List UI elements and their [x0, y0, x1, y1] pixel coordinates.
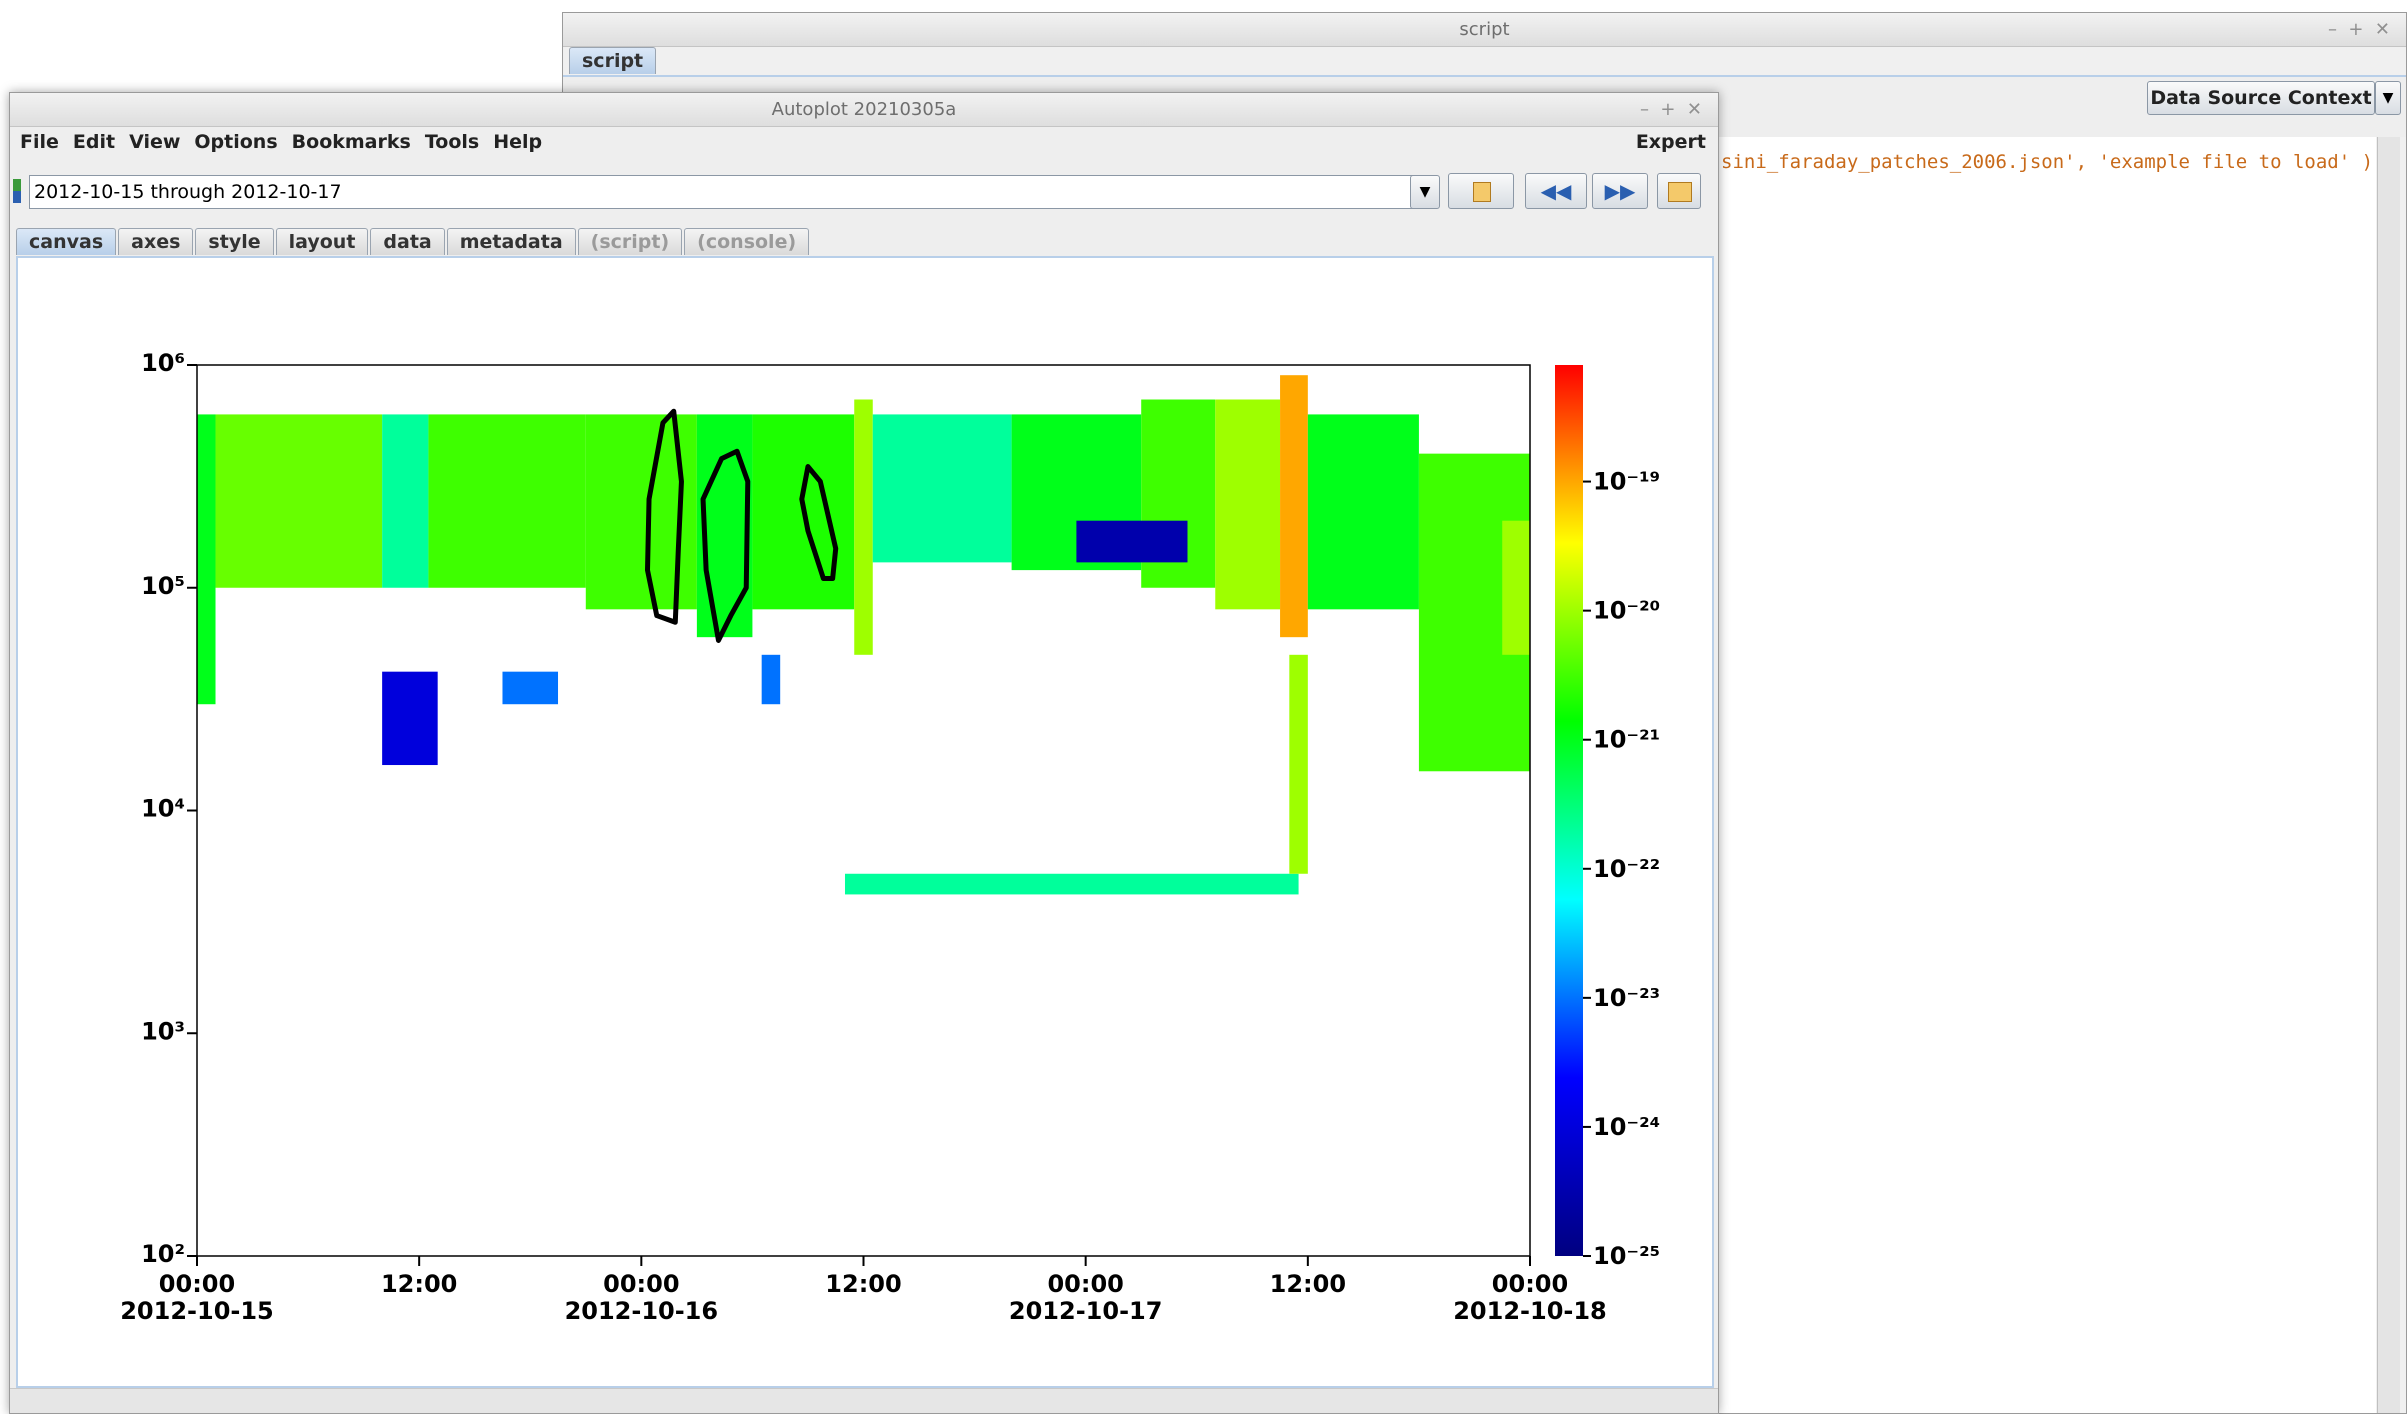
- spectrogram-cell: [872, 414, 1012, 563]
- contour: [645, 408, 684, 625]
- contour: [700, 448, 751, 643]
- x-tick-sublabel: 2012-10-18: [1453, 1297, 1607, 1325]
- menu-bar: File Edit View Options Bookmarks Tools Help Ex…: [10, 127, 1718, 157]
- spectrogram-cell: [1215, 399, 1281, 610]
- window-title: Autoplot 20210305a: [771, 99, 957, 120]
- status-bar: [10, 1388, 1718, 1413]
- tab[interactable]: (script): [577, 228, 683, 255]
- spectrogram-cell: [382, 671, 438, 766]
- window-title: script: [1459, 19, 1510, 40]
- x-tick-label: 00:00: [1047, 1270, 1123, 1298]
- window-buttons[interactable]: – + ✕: [1639, 99, 1702, 120]
- tab[interactable]: style: [195, 228, 274, 255]
- y-tick-label: 10²: [141, 1240, 185, 1268]
- x-tick-sublabel: 2012-10-15: [120, 1297, 274, 1325]
- dropdown-arrow[interactable]: ▼: [2375, 81, 2401, 115]
- spectrogram-cell: [1502, 520, 1530, 655]
- title-bar: script: [563, 13, 2406, 47]
- tab[interactable]: script: [569, 47, 657, 74]
- menu-item[interactable]: Tools: [424, 131, 480, 153]
- window-buttons[interactable]: – + ✕: [2327, 19, 2390, 40]
- tab[interactable]: metadata: [446, 228, 576, 255]
- tab[interactable]: (console): [684, 228, 810, 255]
- spectrogram-cell: [382, 414, 429, 588]
- x-tick-sublabel: 2012-10-16: [565, 1297, 719, 1325]
- context-button[interactable]: Data Source Context: [2147, 81, 2375, 115]
- spectrogram-cell: [1280, 375, 1308, 638]
- menu-item[interactable]: Edit: [72, 131, 116, 153]
- y-tick-label: 10⁵: [141, 572, 185, 600]
- next-button[interactable]: ▶▶: [1592, 173, 1648, 209]
- contour: [799, 464, 839, 582]
- spectrogram-cell: [197, 414, 216, 705]
- y-tick-label: 10⁴: [141, 795, 185, 823]
- prev-button[interactable]: ◀◀: [1525, 173, 1587, 209]
- tab[interactable]: data: [370, 228, 445, 255]
- spectrogram-cell: [844, 873, 1299, 895]
- x-tick-label: 00:00: [1492, 1270, 1568, 1298]
- spectrogram-cell: [1076, 520, 1188, 563]
- tab[interactable]: canvas: [16, 228, 117, 255]
- x-tick-label: 00:00: [603, 1270, 679, 1298]
- x-tick-label: 12:00: [381, 1270, 457, 1298]
- colorbar: [1555, 365, 1583, 1256]
- x-tick-label: 00:00: [159, 1270, 235, 1298]
- uri-dropdown[interactable]: ▼: [1410, 175, 1440, 209]
- x-tick-label: 12:00: [1270, 1270, 1346, 1298]
- colorbar-tick-label: 10⁻²⁰: [1593, 597, 1660, 625]
- spectrogram-cell: [761, 654, 781, 705]
- scrollbar[interactable]: [2377, 137, 2400, 1413]
- x-tick-sublabel: 2012-10-17: [1009, 1297, 1163, 1325]
- spectrogram-cell: [854, 399, 873, 655]
- spectrogram-cell: [215, 414, 383, 588]
- spectrogram-cell: [1289, 654, 1308, 874]
- menu-item[interactable]: Options: [194, 131, 278, 153]
- code-line: sini_faraday_patches_2006.json', 'exampl…: [1721, 151, 2374, 173]
- colorbar-tick-label: 10⁻²¹: [1593, 726, 1660, 754]
- tab[interactable]: layout: [275, 228, 369, 255]
- spectrogram-cell: [502, 671, 559, 705]
- y-tick-label: 10³: [141, 1017, 185, 1045]
- tab[interactable]: axes: [118, 228, 194, 255]
- x-tick-label: 12:00: [825, 1270, 901, 1298]
- uri-field[interactable]: 2012-10-15 through 2012-10-17: [29, 175, 1419, 209]
- open-button[interactable]: [1657, 173, 1701, 209]
- status-icon: [13, 179, 21, 203]
- menu-item[interactable]: File: [20, 131, 59, 153]
- menu-item[interactable]: Help: [493, 131, 543, 153]
- title-bar: Autoplot 20210305a: [10, 93, 1718, 127]
- tab-strip: canvas axes style layout data metadata (…: [16, 228, 811, 255]
- spectrogram-cell: [1307, 414, 1419, 610]
- colorbar-tick-label: 10⁻²³: [1593, 984, 1660, 1012]
- colorbar-tick-label: 10⁻²⁵: [1593, 1242, 1660, 1270]
- menu-item[interactable]: View: [129, 131, 181, 153]
- y-tick-label: 10⁶: [141, 349, 185, 377]
- spectrogram-cell: [428, 414, 586, 588]
- colorbar-tick-label: 10⁻¹⁹: [1593, 468, 1660, 496]
- mode-label[interactable]: Expert: [1635, 131, 1706, 153]
- menu-item[interactable]: Bookmarks: [291, 131, 411, 153]
- colorbar-tick-label: 10⁻²⁴: [1593, 1113, 1660, 1141]
- colorbar-tick-label: 10⁻²²: [1593, 855, 1660, 883]
- inspect-button[interactable]: [1448, 173, 1514, 209]
